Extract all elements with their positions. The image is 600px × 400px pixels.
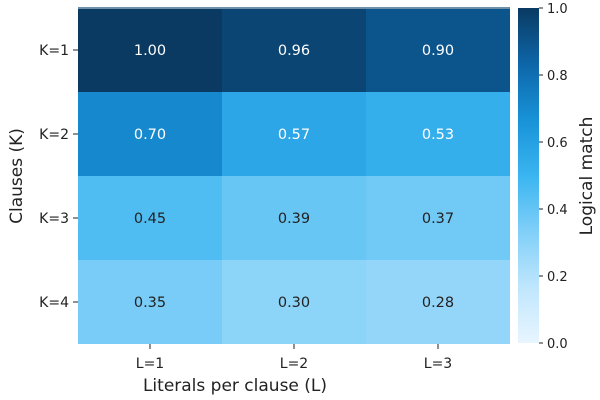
colorbar-tick-label: 0.4 bbox=[547, 203, 568, 218]
heatmap-value-label: 0.96 bbox=[278, 43, 310, 59]
heatmap-value-label: 0.90 bbox=[422, 43, 454, 59]
heatmap-value-label: 0.39 bbox=[278, 211, 310, 227]
heatmap-cell bbox=[222, 92, 366, 176]
heatmap-cell bbox=[78, 8, 222, 92]
heatmap-value-label: 0.53 bbox=[422, 127, 454, 143]
heatmap-cell bbox=[366, 176, 510, 260]
heatmap-cell bbox=[366, 92, 510, 176]
x-tick-label: L=2 bbox=[280, 356, 308, 372]
heatmap-cell bbox=[222, 260, 366, 344]
y-tick-label: K=4 bbox=[39, 295, 69, 311]
x-axis-label: Literals per clause (L) bbox=[143, 376, 327, 396]
heatmap-cell bbox=[78, 92, 222, 176]
colorbar-tick-label: 0.2 bbox=[547, 270, 568, 285]
heatmap-value-labels: 1.00 0.96 0.90 0.70 0.57 0.53 0.45 0.39 0.37 0.35… bbox=[134, 43, 454, 311]
heatmap-value-label: 0.70 bbox=[134, 127, 166, 143]
colorbar-tick-label: 0.8 bbox=[547, 69, 568, 84]
x-tick-label: L=3 bbox=[424, 356, 452, 372]
colorbar-label: Logical match bbox=[577, 117, 597, 236]
heatmap-cell bbox=[78, 176, 222, 260]
heatmap-value-label: 0.57 bbox=[278, 127, 310, 143]
heatmap-cell bbox=[366, 8, 510, 92]
y-tick-label: K=3 bbox=[39, 211, 69, 227]
heatmap-value-label: 1.00 bbox=[134, 43, 166, 59]
colorbar-gradient bbox=[518, 8, 539, 343]
x-axis-ticks: L=1 L=2 L=3 bbox=[136, 344, 452, 372]
colorbar-tick-label: 0.6 bbox=[547, 136, 568, 151]
colorbar-tick-label: 1.0 bbox=[547, 2, 568, 17]
heatmap-cell bbox=[222, 176, 366, 260]
heatmap-value-label: 0.35 bbox=[134, 295, 166, 311]
heatmap-value-label: 0.45 bbox=[134, 211, 166, 227]
y-tick-label: K=2 bbox=[39, 127, 69, 143]
heatmap-cell bbox=[222, 8, 366, 92]
y-axis-ticks: K=1 K=2 K=3 K=4 bbox=[39, 43, 78, 311]
colorbar-tick-label: 0.0 bbox=[547, 337, 568, 352]
heatmap-cell bbox=[78, 260, 222, 344]
y-axis-label: Clauses (K) bbox=[7, 128, 27, 224]
heatmap-value-label: 0.30 bbox=[278, 295, 310, 311]
heatmap-value-label: 0.37 bbox=[422, 211, 454, 227]
heatmap-cell bbox=[366, 260, 510, 344]
colorbar-ticks: 0.0 0.2 0.4 0.6 0.8 1.0 bbox=[539, 2, 568, 352]
colorbar: 0.0 0.2 0.4 0.6 0.8 1.0 Logical match bbox=[518, 2, 597, 352]
heatmap-cells bbox=[78, 7, 510, 344]
y-tick-label: K=1 bbox=[39, 43, 69, 59]
heatmap-value-label: 0.28 bbox=[422, 295, 454, 311]
x-tick-label: L=1 bbox=[136, 356, 164, 372]
